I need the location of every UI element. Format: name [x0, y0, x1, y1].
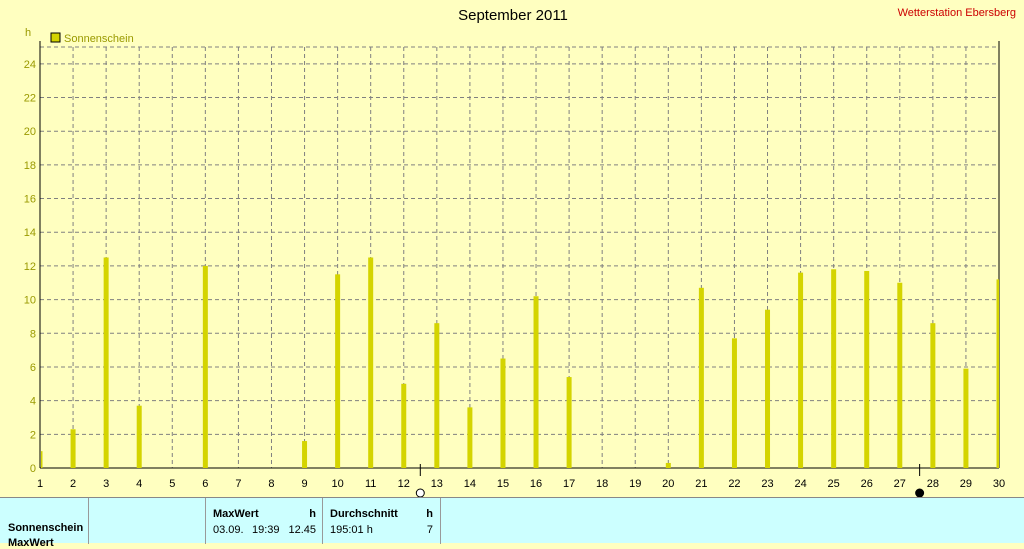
durchschnitt-total: 195:01 h	[330, 524, 373, 536]
y-tick-label: 8	[30, 328, 36, 340]
y-tick-label: 16	[24, 194, 36, 206]
bar-day-27	[897, 282, 903, 468]
sunshine-chart: September 2011 Wetterstation Ebersberg h…	[24, 7, 1016, 498]
bar-day-13	[434, 323, 440, 468]
y-tick-label: 12	[24, 261, 36, 273]
y-tick-label: 6	[30, 362, 36, 374]
bars	[41, 257, 999, 468]
y-tick-label: 4	[30, 396, 36, 408]
bar-day-20	[665, 462, 671, 468]
y-tick-label: 2	[30, 429, 36, 441]
legend-label: Sonnenschein	[64, 33, 134, 45]
stats-panel: Sonnenschein MaxWert MaxWert h 03.09. 19…	[0, 497, 1024, 549]
y-tick-label: 24	[24, 59, 36, 71]
bar-day-17	[566, 377, 572, 468]
bar-day-4	[136, 405, 142, 468]
maxwert-time: 19:39	[252, 524, 280, 536]
durchschnitt-value: 7	[426, 524, 433, 536]
station-name: Wetterstation Ebersberg	[898, 7, 1016, 19]
bar-day-2	[70, 429, 76, 468]
stats-row-label-2: MaxWert	[8, 537, 54, 549]
y-tick-label: 14	[24, 227, 36, 239]
x-tick-label: 19	[629, 478, 641, 490]
y-tick-label: 0	[30, 463, 36, 475]
legend-swatch	[50, 32, 61, 43]
x-tick-label: 18	[596, 478, 608, 490]
x-tick-label: 8	[268, 478, 274, 490]
bar-day-3	[103, 257, 109, 468]
bar-day-16	[533, 296, 539, 468]
x-tick-label: 7	[235, 478, 241, 490]
x-tick-label: 16	[530, 478, 542, 490]
durchschnitt-unit: h	[426, 508, 433, 520]
x-tick-label: 11	[365, 478, 376, 490]
maxwert-unit: h	[309, 508, 316, 520]
x-tick-label: 1	[37, 478, 43, 490]
moon-markers	[415, 464, 925, 498]
bar-day-23	[765, 309, 771, 468]
x-tick-label: 30	[993, 478, 1005, 490]
bar-day-22	[731, 338, 737, 468]
stats-row-label: Sonnenschein	[8, 522, 84, 534]
bar-day-12	[401, 383, 407, 468]
bar-day-14	[467, 407, 473, 468]
y-tick-label: 22	[24, 93, 36, 105]
x-tick-label: 6	[202, 478, 208, 490]
bar-day-26	[864, 270, 870, 468]
bar-day-28	[930, 323, 936, 468]
x-tick-label: 28	[927, 478, 939, 490]
chart-title: September 2011	[458, 7, 568, 24]
maxwert-header: MaxWert	[213, 508, 259, 520]
bar-day-15	[500, 358, 506, 468]
x-tick-label: 5	[169, 478, 175, 490]
stats-empty-column	[89, 498, 206, 544]
x-tick-label: 24	[794, 478, 806, 490]
maxwert-date: 03.09.	[213, 524, 244, 536]
bar-day-24	[798, 272, 804, 468]
new-moon-icon	[915, 488, 925, 498]
axes	[39, 41, 1000, 469]
bar-day-30	[996, 279, 999, 468]
maxwert-value: 12.45	[288, 524, 316, 536]
x-tick-label: 2	[70, 478, 76, 490]
bar-day-1	[41, 451, 43, 468]
bar-day-29	[963, 368, 969, 468]
x-tick-label: 26	[861, 478, 873, 490]
durchschnitt-header: Durchschnitt	[330, 508, 398, 520]
y-axis-unit: h	[25, 27, 31, 39]
bar-day-21	[698, 287, 704, 468]
durchschnitt-column: Durchschnitt h 195:01 h 7	[323, 498, 441, 544]
x-tick-label: 15	[497, 478, 509, 490]
x-tick-label: 10	[331, 478, 343, 490]
x-tick-label: 21	[695, 478, 707, 490]
x-tick-label: 20	[662, 478, 674, 490]
x-tick-label: 22	[728, 478, 740, 490]
x-tick-label: 13	[431, 478, 443, 490]
x-tick-label: 29	[960, 478, 972, 490]
y-tick-label: 10	[24, 295, 36, 307]
chart-area: September 2011 Wetterstation Ebersberg h…	[24, 7, 1016, 498]
bar-day-9	[302, 441, 308, 468]
x-tick-label: 12	[398, 478, 410, 490]
stats-label-column: Sonnenschein MaxWert	[0, 498, 89, 549]
maxwert-column: MaxWert h 03.09. 19:39 12.45	[206, 498, 323, 544]
x-tick-label: 17	[563, 478, 575, 490]
bar-day-11	[368, 257, 374, 468]
bar-day-25	[831, 269, 837, 468]
full-moon-icon	[415, 488, 425, 498]
x-tick-label: 9	[301, 478, 307, 490]
bar-day-10	[335, 274, 341, 468]
bar-day-6	[202, 265, 208, 468]
x-tick-label: 27	[894, 478, 906, 490]
x-tick-label: 14	[464, 478, 476, 490]
y-tick-label: 18	[24, 160, 36, 172]
x-tick-label: 3	[103, 478, 109, 490]
x-tick-label: 4	[136, 478, 142, 490]
grid	[40, 46, 1000, 468]
x-tick-label: 23	[761, 478, 773, 490]
y-tick-label: 20	[24, 126, 36, 138]
x-tick-label: 25	[828, 478, 840, 490]
